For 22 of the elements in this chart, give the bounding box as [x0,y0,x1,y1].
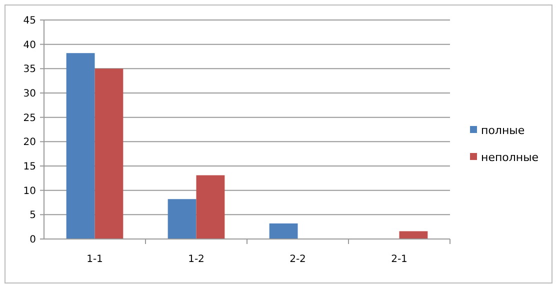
y-tick-label: 10 [23,186,36,197]
y-tick-label: 0 [30,234,36,246]
legend-label: неполные [481,150,539,164]
legend-label: полные [481,124,525,137]
bar [66,53,95,239]
y-tick-label: 30 [23,88,36,100]
x-tick-label: 2-2 [290,254,306,265]
bar [269,223,298,239]
y-tick-label: 5 [30,210,36,222]
y-tick-label: 40 [23,40,36,51]
bar [399,231,428,239]
y-tick-label: 15 [23,162,36,172]
x-tick-label: 1-1 [86,254,103,265]
x-tick-label: 2-1 [391,254,408,265]
y-tick-label: 25 [23,112,36,124]
bar [196,175,225,239]
y-tick-label: 35 [23,64,36,76]
x-tick-label: 1-2 [188,254,204,265]
y-tick-label: 45 [23,16,36,26]
bar [94,68,124,239]
bar [168,199,196,239]
y-tick-label: 20 [23,137,36,148]
